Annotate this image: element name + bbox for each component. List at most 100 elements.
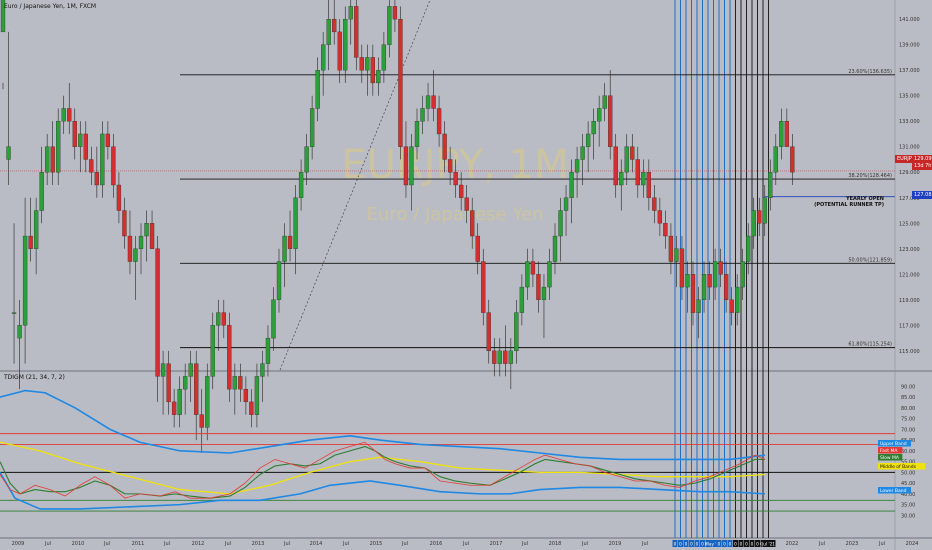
candle-body <box>221 312 226 326</box>
candle-body <box>414 121 420 147</box>
timeline-mark-label: 0 <box>718 542 721 547</box>
candle-body <box>105 133 111 147</box>
time-axis-tick: Jul <box>581 541 588 547</box>
candle-body <box>519 286 525 313</box>
timeline-mark-label: 0 <box>745 542 748 547</box>
candle-body <box>33 210 39 249</box>
fib-level-label: 23.60%(136.635) <box>848 69 892 75</box>
slow-ma-line <box>0 445 765 499</box>
middle-band-line <box>0 441 766 495</box>
price-axis-tick: 125.000 <box>899 221 920 227</box>
time-axis-tick: Jul <box>283 541 290 547</box>
indicator-legend-tag <box>878 487 911 494</box>
candle-body <box>757 210 762 224</box>
timeline-mark-label: 0 <box>701 542 704 547</box>
candle-body <box>199 414 204 428</box>
timeline-mark-bg <box>716 540 722 547</box>
symbol-badge: EURJPY <box>895 155 917 163</box>
candle-body <box>784 121 789 147</box>
candle-body <box>442 133 447 160</box>
candle-body <box>558 210 563 237</box>
candle-body <box>668 235 674 262</box>
candle-body <box>78 133 83 147</box>
candle-body <box>265 337 271 364</box>
candle-body <box>779 121 784 147</box>
indicator-axis-tick: 70.00 <box>901 427 915 433</box>
candle-body <box>22 235 28 326</box>
candle-body <box>514 312 519 352</box>
lower-band-line <box>0 471 766 510</box>
candle-body <box>232 376 237 390</box>
candle-body <box>718 261 723 275</box>
candle-body <box>453 172 458 186</box>
fib-level-label: 50.00%(121.859) <box>848 257 892 263</box>
candle-body <box>6 146 11 160</box>
candle-body <box>293 197 298 249</box>
indicator-axis-tick: 35.00 <box>901 503 915 509</box>
time-axis-tick: Jul <box>462 541 469 547</box>
time-axis-tick: 2017 <box>490 541 503 547</box>
timeline-mark-label: 0 <box>723 542 726 547</box>
time-axis-tick: 2010 <box>72 541 85 547</box>
candle-body <box>790 146 795 173</box>
candle-body <box>343 18 348 71</box>
candle-body <box>619 172 624 186</box>
indicator-axis-tick: 60.00 <box>901 449 915 455</box>
candle-body <box>243 388 249 403</box>
candle-body <box>309 108 315 147</box>
candle-body <box>762 197 767 224</box>
candle-body <box>486 312 491 352</box>
timeline-mark-bg <box>678 540 683 547</box>
candle-body <box>525 261 530 288</box>
timeline-mark-bg <box>755 540 760 547</box>
indicator-title: TDIGM (21, 34, 7, 2) <box>4 374 65 381</box>
candle-body <box>387 6 392 45</box>
time-axis-tick: Jul <box>818 541 825 547</box>
price-axis-tick: 119.000 <box>899 298 920 304</box>
candle-body <box>381 44 387 71</box>
indicator-axis-tick: 45.00 <box>901 481 915 487</box>
time-axis-tick: Jul <box>224 541 231 547</box>
price-axis-tick: 137.000 <box>899 68 920 74</box>
indicator-legend-label: Slow MA <box>880 455 900 461</box>
yearly-open-annotation: YEARLY OPEN (POTENTIAL RUNNER TP) <box>814 196 884 208</box>
candle-body <box>459 184 464 198</box>
price-axis-tick: 131.000 <box>899 145 920 151</box>
candle-body <box>674 248 679 262</box>
candle-body <box>282 235 287 262</box>
time-axis-tick: Jul <box>521 541 528 547</box>
time-axis-tick: 2013 <box>252 541 265 547</box>
candle-body <box>569 172 574 198</box>
candle-body <box>701 274 707 300</box>
candle-body <box>287 235 293 249</box>
timeline-mark-bg <box>689 540 694 547</box>
candle-body <box>188 363 193 377</box>
candle-body <box>735 286 740 313</box>
candle-body <box>160 363 166 377</box>
indicator-axis-tick: 85.00 <box>901 395 915 401</box>
timeline-mark-bg <box>761 540 776 547</box>
timeline-mark-bg <box>749 540 755 547</box>
candle-body <box>475 235 480 262</box>
candle-body <box>348 6 353 20</box>
candle-body <box>436 108 442 135</box>
yearly-open-text: YEARLY OPEN <box>845 196 884 202</box>
candle-body <box>685 274 690 288</box>
candle-body <box>492 350 497 364</box>
candle-body <box>431 95 436 109</box>
candle-body <box>183 376 188 390</box>
time-axis-tick: 2014 <box>310 541 323 547</box>
candle-body <box>398 18 403 147</box>
timeline-mark-bg <box>672 540 678 547</box>
time-axis-tick: 2018 <box>549 541 562 547</box>
indicator-legend-label: Middle of Bands <box>880 464 917 470</box>
timeline-mark-bg <box>738 540 744 547</box>
candle-body <box>149 223 155 249</box>
indicator-axis-tick: 40.00 <box>901 492 915 498</box>
candle-body <box>67 108 72 122</box>
time-axis-tick: 2011 <box>132 541 145 547</box>
candle-body <box>11 312 17 314</box>
candle-body <box>574 159 580 173</box>
candle-body <box>652 197 657 211</box>
candle-body <box>696 299 701 313</box>
